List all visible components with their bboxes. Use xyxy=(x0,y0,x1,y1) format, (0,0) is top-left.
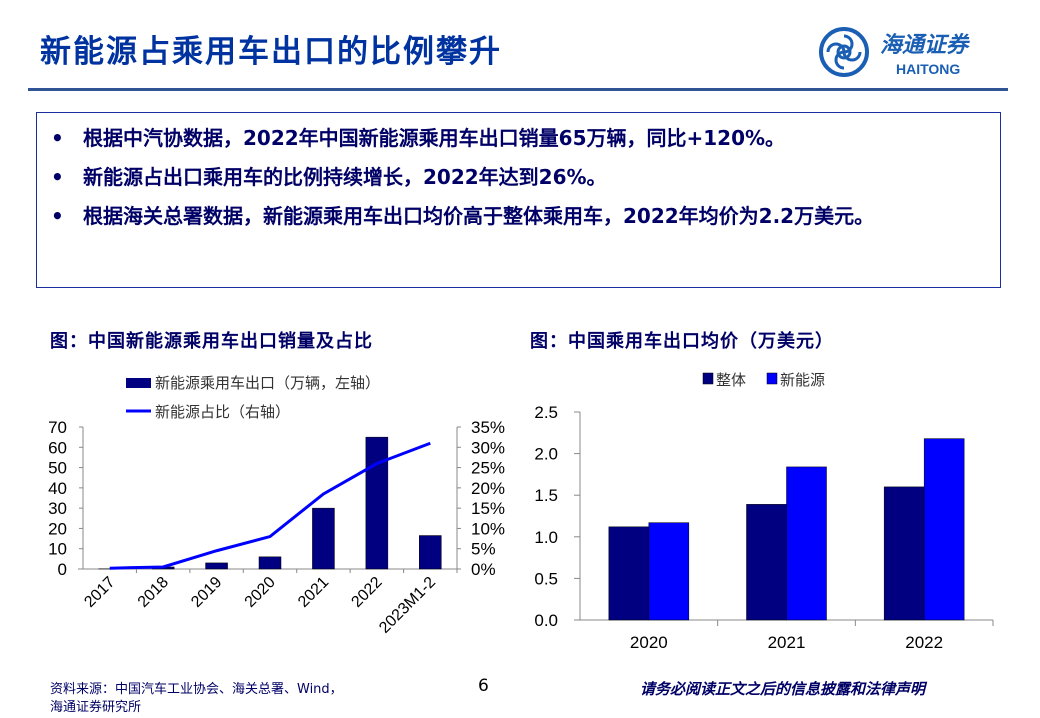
slide-title: 新能源占乘用车出口的比例攀升 xyxy=(40,34,502,70)
y-tick-label-left: 30 xyxy=(48,499,67,518)
legend-swatch xyxy=(766,372,778,385)
haitong-logo: 海通证券 HAITONG xyxy=(819,27,970,77)
bar xyxy=(746,504,787,621)
source-note: 资料来源：中国汽车工业协会、海关总署、Wind， xyxy=(50,682,343,697)
y-tick-label: 2.0 xyxy=(534,445,558,464)
legend-label: 新能源乘用车出口（万辆，左轴） xyxy=(155,375,380,392)
bullet-item: • 根据中汽协数据，2022年中国新能源乘用车出口销量65万辆，同比+120%。 xyxy=(51,123,986,153)
y-tick-label: 2.5 xyxy=(534,403,558,422)
y-tick-label-left: 70 xyxy=(48,418,67,437)
bar xyxy=(365,436,389,570)
chart1-title: 图：中国新能源乘用车出口销量及占比 xyxy=(50,331,373,352)
y-tick-label-right: 30% xyxy=(471,438,505,457)
y-tick-label: 0.0 xyxy=(534,611,558,630)
y-tick-label-right: 25% xyxy=(471,459,505,478)
export-price-chart: 整体 新能源 0.0 0.5 1.0 1.5 2.0 2.5 2020 2021 2022 xyxy=(534,372,994,652)
x-tick-label: 2020 xyxy=(630,633,668,652)
bar xyxy=(205,562,228,570)
svg-text:HAITONG: HAITONG xyxy=(896,61,960,77)
source-note-2: 海通证券研究所 xyxy=(50,700,142,715)
x-tick-label: 2022 xyxy=(348,574,385,611)
y-tick-label: 0.5 xyxy=(534,569,558,588)
x-tick-label: 2019 xyxy=(188,574,225,611)
y-tick-label: 1.0 xyxy=(534,528,558,547)
bar xyxy=(786,466,827,621)
x-tick-label: 2022 xyxy=(905,633,943,652)
svg-text:海通证券: 海通证券 xyxy=(880,32,970,58)
bullet-text: 根据中汽协数据，2022年中国新能源乘用车出口销量65万辆，同比+120%。 xyxy=(83,126,786,150)
bullet-text: 根据海关总署数据，新能源乘用车出口均价高于整体乘用车，2022年均价为2.2万美… xyxy=(83,204,875,228)
legend-swatch xyxy=(702,372,714,385)
x-tick-label: 2020 xyxy=(242,574,279,611)
y-tick-label-left: 40 xyxy=(48,479,67,498)
x-tick-label: 2021 xyxy=(768,633,806,652)
x-tick-label: 2017 xyxy=(81,574,118,611)
bar xyxy=(883,486,925,621)
y-tick-label-left: 60 xyxy=(48,438,67,457)
y-tick-label-left: 50 xyxy=(48,459,67,478)
legend-label: 新能源占比（右轴） xyxy=(155,404,290,421)
y-tick-label-right: 10% xyxy=(471,519,505,538)
bar xyxy=(608,526,650,621)
disclaimer: 请务必阅读正文之后的信息披露和法律声明 xyxy=(640,680,926,698)
bar xyxy=(312,507,335,570)
y-tick-label-right: 15% xyxy=(471,499,505,518)
legend-label: 整体 xyxy=(716,372,746,389)
x-tick-label: 2021 xyxy=(295,574,332,611)
chart2-title: 图：中国乘用车出口均价（万美元） xyxy=(530,331,834,352)
bullet-item: • 根据海关总署数据，新能源乘用车出口均价高于整体乘用车，2022年均价为2.2万… xyxy=(51,201,986,231)
legend-bar-swatch xyxy=(126,378,151,388)
y-tick-label: 1.5 xyxy=(534,486,558,505)
y-tick-label-right: 0% xyxy=(471,560,496,579)
bar xyxy=(419,535,442,570)
y-tick-label-left: 10 xyxy=(48,540,67,559)
bullet-item: • 新能源占出口乘用车的比例持续增长，2022年达到26%。 xyxy=(51,162,986,192)
x-tick-label: 2023M1-2 xyxy=(376,574,439,637)
bullet-text: 新能源占出口乘用车的比例持续增长，2022年达到26%。 xyxy=(83,165,607,189)
y-tick-label-right: 35% xyxy=(471,418,505,437)
bar xyxy=(648,522,690,621)
page-number: 6 xyxy=(478,676,489,696)
key-points-box: • 根据中汽协数据，2022年中国新能源乘用车出口销量65万辆，同比+120%。 … xyxy=(36,112,1001,288)
y-tick-label-right: 20% xyxy=(471,479,505,498)
y-tick-label-left: 0 xyxy=(58,560,67,579)
title-divider xyxy=(28,88,1008,91)
x-tick-label: 2018 xyxy=(135,574,172,611)
share-line xyxy=(109,441,431,570)
bar xyxy=(923,438,965,621)
y-tick-label-right: 5% xyxy=(471,540,496,559)
y-tick-label-left: 20 xyxy=(48,519,67,538)
bar xyxy=(258,556,282,570)
legend-label: 新能源 xyxy=(780,372,825,389)
